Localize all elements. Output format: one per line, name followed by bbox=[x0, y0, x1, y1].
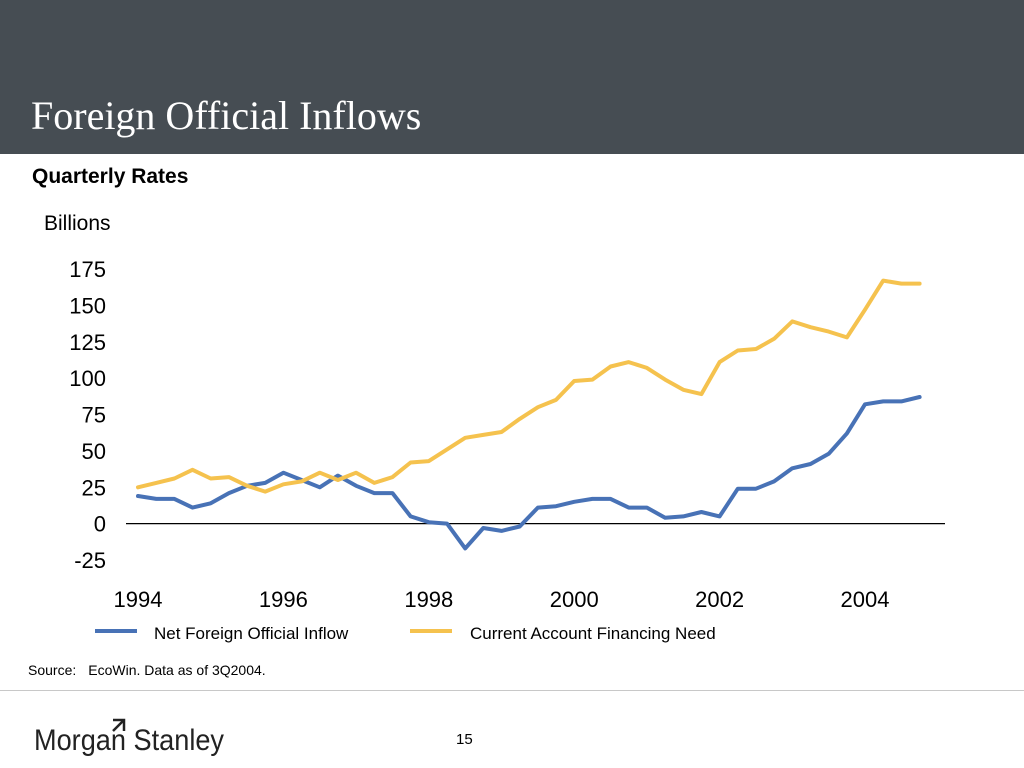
legend-label: Net Foreign Official Inflow bbox=[154, 624, 349, 643]
x-tick-label: 2000 bbox=[550, 587, 599, 612]
title-banner: Foreign Official Inflows bbox=[0, 0, 1024, 154]
x-tick-label: 1998 bbox=[404, 587, 453, 612]
y-axis-ticks: 175 150 125 100 75 50 25 0 -25 bbox=[69, 257, 106, 573]
series-line-0 bbox=[136, 395, 922, 551]
series-lines bbox=[136, 278, 922, 551]
morgan-stanley-logo: Morgan Stanley bbox=[34, 718, 224, 757]
svg-text:Morgan Stanley: Morgan Stanley bbox=[34, 724, 224, 757]
x-tick-label: 1996 bbox=[259, 587, 308, 612]
y-tick-label: 25 bbox=[82, 475, 106, 500]
x-tick-label: 2002 bbox=[695, 587, 744, 612]
source-label: Source: bbox=[28, 662, 77, 678]
x-tick-label: 1994 bbox=[114, 587, 163, 612]
y-tick-label: 125 bbox=[69, 330, 106, 355]
series-line-1 bbox=[136, 278, 922, 494]
y-tick-label: 50 bbox=[82, 439, 106, 464]
y-tick-label: 75 bbox=[82, 403, 106, 428]
source-note: Source: EcoWin. Data as of 3Q2004. bbox=[28, 662, 266, 678]
y-tick-label: 100 bbox=[69, 366, 106, 391]
x-axis-ticks: 1994 1996 1998 2000 2002 2004 bbox=[114, 587, 890, 612]
x-tick-label: 2004 bbox=[841, 587, 890, 612]
source-text: EcoWin. Data as of 3Q2004. bbox=[88, 662, 266, 678]
y-tick-label: 175 bbox=[69, 257, 106, 282]
legend: Net Foreign Official Inflow Current Accou… bbox=[95, 624, 716, 643]
y-tick-label: 150 bbox=[69, 293, 106, 318]
page-number: 15 bbox=[456, 731, 473, 748]
unit-label: Billions bbox=[44, 212, 111, 235]
y-tick-label: 0 bbox=[94, 512, 106, 537]
chart-subtitle: Quarterly Rates bbox=[32, 165, 189, 188]
page-title: Foreign Official Inflows bbox=[31, 93, 422, 138]
legend-label: Current Account Financing Need bbox=[470, 624, 716, 643]
footer-divider bbox=[0, 690, 1024, 691]
y-tick-label: -25 bbox=[74, 548, 106, 573]
